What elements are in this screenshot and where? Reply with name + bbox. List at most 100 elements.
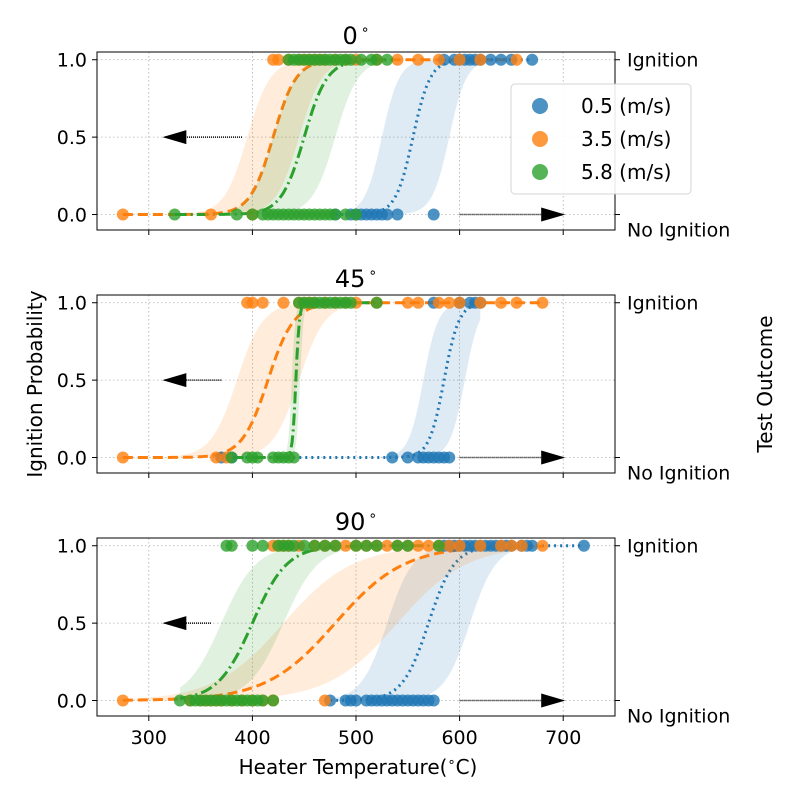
panel-title: 45 ∘ [335,265,377,293]
right-tick-label-ignition: Ignition [627,50,698,72]
panel-0: 0.0 0.5 1.0 Ignition No Ignition 0 ∘ [57,22,730,242]
right-tick-label-ignition: Ignition [627,293,698,315]
data-point-ignition [272,53,285,66]
data-point-ignition [344,296,357,309]
data-point-ignition [370,296,383,309]
x-tick-label: 400 [234,727,270,749]
data-point-ignition [412,296,425,309]
data-point-no-ignition [318,694,331,707]
panel-title: 0 ∘ [342,22,369,50]
panel-45: 0.0 0.5 1.0 Ignition No Ignition 45 ∘ [57,265,730,485]
data-point-ignition [432,539,445,552]
data-point-ignition [453,539,466,552]
data-point-ignition [526,53,539,66]
data-point-ignition [432,296,445,309]
y-axis-label: Ignition Probability [23,290,47,477]
y-tick-label: 1.0 [57,536,87,558]
panel-title: 90 ∘ [335,508,377,536]
data-point-no-ignition [230,208,243,221]
data-point-ignition [474,539,487,552]
data-point-no-ignition [256,694,269,707]
data-point-no-ignition [173,694,186,707]
data-point-ignition [318,539,331,552]
data-point-no-ignition [116,208,129,221]
y-tick-label: 0.0 [57,448,87,470]
data-point-no-ignition [391,208,404,221]
data-point-no-ignition [287,451,300,464]
data-point-ignition [370,539,383,552]
data-point-ignition [515,539,528,552]
data-point-ignition [412,539,425,552]
data-point-ignition [510,296,523,309]
panel-90: 0.0 0.5 1.0 Ignition No Ignition 300 400 500 600… [57,508,730,749]
y-tick-label: 0.0 [57,691,87,713]
data-point-ignition [526,539,539,552]
data-point-no-ignition [386,451,399,464]
data-point-no-ignition [381,208,394,221]
data-point-ignition [495,539,508,552]
data-point-ignition [360,539,373,552]
data-point-no-ignition [168,208,181,221]
data-point-ignition [495,53,508,66]
legend-label: 0.5 (m/s) [581,94,671,118]
data-point-ignition [484,53,497,66]
x-tick-label: 700 [545,727,581,749]
data-point-ignition [505,539,518,552]
data-point-ignition [474,296,487,309]
y-axis-right-label: Test Outcome [753,315,777,453]
right-tick-label-no-ignition: No Ignition [627,220,730,242]
right-tick-label-ignition: Ignition [627,536,698,558]
right-tick-label-no-ignition: No Ignition [627,463,730,485]
x-tick-label: 600 [441,727,477,749]
data-point-ignition [453,296,466,309]
confidence-band [221,302,481,458]
data-point-ignition [474,53,487,66]
data-point-no-ignition [225,451,238,464]
data-point-ignition [344,53,357,66]
data-point-ignition [256,296,269,309]
data-point-no-ignition [329,208,342,221]
data-point-ignition [246,539,259,552]
legend-label: 3.5 (m/s) [581,127,671,151]
data-point-ignition [391,539,404,552]
data-point-ignition [443,296,456,309]
legend-label: 5.8 (m/s) [581,160,671,184]
data-point-ignition [412,53,425,66]
y-tick-label: 0.5 [57,370,87,392]
grid [97,538,615,716]
data-point-no-ignition [350,694,362,707]
data-point-no-ignition [204,208,217,221]
data-point-ignition [432,53,445,66]
data-point-ignition [495,296,508,309]
data-point-no-ignition [210,451,223,464]
legend-marker [532,164,548,180]
data-point-ignition [298,539,311,552]
legend: 0.5 (m/s) 3.5 (m/s) 5.8 (m/s) [510,83,692,195]
data-point-ignition [443,539,456,552]
right-tick-label-no-ignition: No Ignition [627,706,730,728]
y-tick-label: 0.5 [57,127,87,149]
data-point-no-ignition [246,208,259,221]
y-tick-label: 0.5 [57,613,87,635]
data-point-ignition [370,53,383,66]
data-point-no-ignition [350,208,362,221]
legend-frame [510,83,692,195]
confidence-band [174,59,388,215]
data-point-ignition [308,539,321,552]
data-point-no-ignition [116,694,129,707]
data-point-ignition [577,539,590,552]
data-point-ignition [225,539,238,552]
confidence-band [122,302,543,458]
data-point-no-ignition [427,208,440,221]
confidence-band [179,545,439,701]
data-point-ignition [391,53,404,66]
confidence-band [122,545,543,701]
data-point-no-ignition [339,208,352,221]
data-point-no-ignition [427,694,440,707]
legend-marker [532,98,548,114]
data-point-no-ignition [116,451,129,464]
data-point-ignition [355,53,368,66]
data-point-ignition [329,539,342,552]
data-point-ignition [401,539,414,552]
